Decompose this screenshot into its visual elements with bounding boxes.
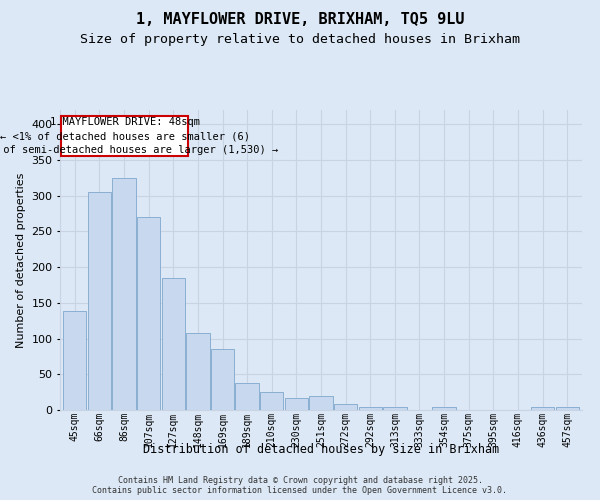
Bar bbox=[211, 350, 234, 410]
Text: Contains HM Land Registry data © Crown copyright and database right 2025.
Contai: Contains HM Land Registry data © Crown c… bbox=[92, 476, 508, 495]
Bar bbox=[334, 404, 358, 410]
Bar bbox=[383, 407, 407, 410]
Bar bbox=[433, 407, 456, 410]
Bar bbox=[260, 392, 283, 410]
Bar bbox=[310, 396, 332, 410]
Text: 1 MAYFLOWER DRIVE: 48sqm
← <1% of detached houses are smaller (6)
>99% of semi-d: 1 MAYFLOWER DRIVE: 48sqm ← <1% of detach… bbox=[0, 117, 278, 155]
Bar bbox=[88, 192, 111, 410]
Y-axis label: Number of detached properties: Number of detached properties bbox=[16, 172, 26, 348]
Text: Distribution of detached houses by size in Brixham: Distribution of detached houses by size … bbox=[143, 442, 499, 456]
Bar bbox=[112, 178, 136, 410]
Text: Size of property relative to detached houses in Brixham: Size of property relative to detached ho… bbox=[80, 32, 520, 46]
Bar bbox=[63, 312, 86, 410]
Bar bbox=[284, 398, 308, 410]
Text: 1, MAYFLOWER DRIVE, BRIXHAM, TQ5 9LU: 1, MAYFLOWER DRIVE, BRIXHAM, TQ5 9LU bbox=[136, 12, 464, 28]
Bar bbox=[186, 333, 209, 410]
Bar bbox=[556, 407, 579, 410]
Bar bbox=[531, 407, 554, 410]
Bar bbox=[137, 217, 160, 410]
Bar bbox=[359, 407, 382, 410]
Bar bbox=[161, 278, 185, 410]
FancyBboxPatch shape bbox=[61, 116, 188, 156]
Bar bbox=[235, 383, 259, 410]
